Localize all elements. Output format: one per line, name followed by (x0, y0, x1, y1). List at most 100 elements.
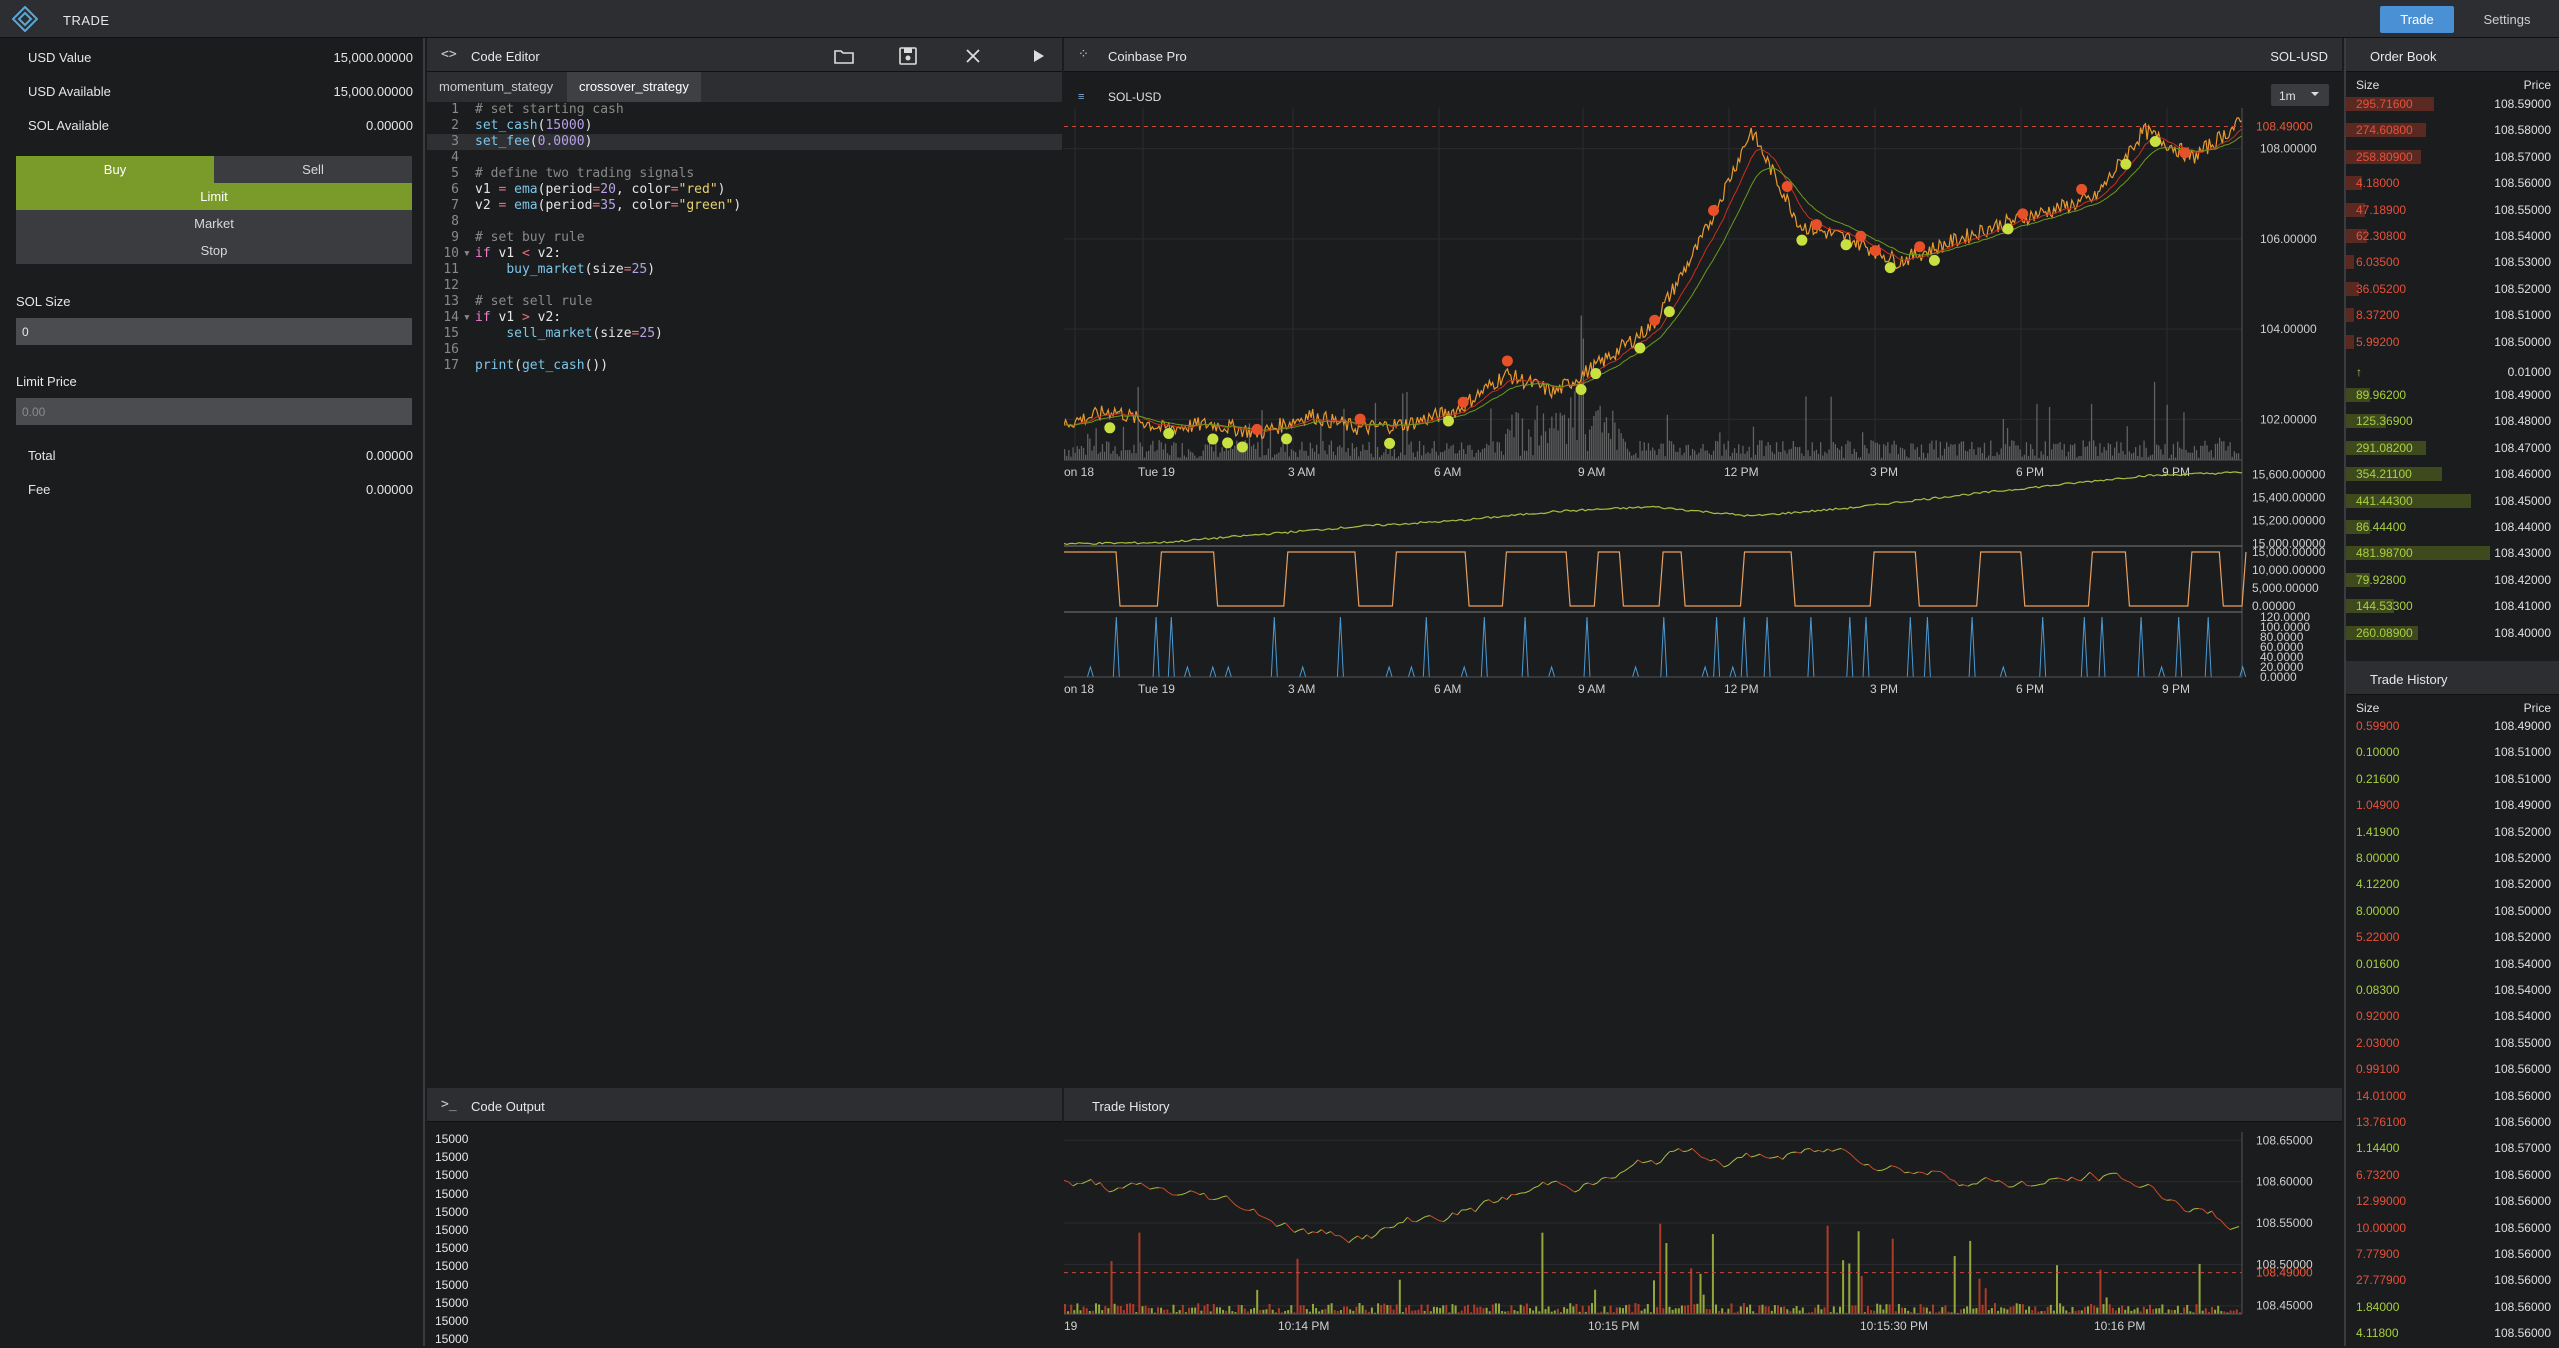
volume-bar (1385, 449, 1386, 460)
volume-bar (1081, 446, 1082, 460)
history-axis-tick: 108.65000 (2256, 1133, 2313, 1147)
app-title: TRADE (63, 13, 110, 28)
history-volume-bar (2174, 1310, 2176, 1314)
volume-bar (2196, 450, 2197, 460)
history-volume-bar (1644, 1309, 1646, 1314)
order-type-limit[interactable]: Limit (16, 183, 412, 210)
history-volume-bar (1833, 1306, 1835, 1314)
order-type-stop[interactable]: Stop (16, 237, 412, 264)
code-editor-panel: <> Code Editor momentum_stategy crossove… (427, 38, 1062, 1086)
open-folder-icon[interactable] (833, 46, 855, 66)
volume-bar (1975, 455, 1976, 460)
order-type-market[interactable]: Market (16, 210, 412, 237)
limit-price-input[interactable] (16, 398, 412, 425)
history-volume-bar (1982, 1305, 1984, 1314)
output-line: 15000 (435, 1239, 468, 1257)
history-volume-bar (1461, 1311, 1463, 1314)
history-volume-bar (1492, 1304, 1494, 1314)
history-volume-bar (1297, 1259, 1299, 1314)
file-tab-crossover[interactable]: crossover_strategy (567, 72, 701, 102)
volume-bar (1532, 455, 1533, 460)
volume-bar (1753, 427, 1754, 460)
history-price-segment (1670, 1151, 1675, 1152)
sell-button[interactable]: Sell (214, 156, 412, 183)
tab-settings[interactable]: Settings (2470, 6, 2544, 33)
history-volume-bar (1994, 1303, 1996, 1314)
price-value: 108.50000 (2494, 904, 2551, 918)
volume-bar (1681, 455, 1682, 460)
volume-bar (1866, 448, 1867, 460)
trade-history-chart[interactable]: 108.45000108.50000108.55000108.60000108.… (1064, 1122, 2342, 1346)
history-volume-bar (2106, 1297, 2108, 1314)
price-chart[interactable]: ≡ SOL-USD 1m 102.00000104.00000106.00000… (1064, 72, 2342, 1086)
history-volume-bar (1548, 1306, 1550, 1314)
volume-bar (1614, 422, 1615, 460)
volume-bar (2074, 444, 2075, 460)
tab-trade[interactable]: Trade (2380, 6, 2454, 33)
size-value: 4.18000 (2356, 176, 2399, 190)
history-volume-bar (1743, 1303, 1745, 1314)
volume-bar (1973, 449, 1974, 460)
file-tab-momentum[interactable]: momentum_stategy (427, 72, 565, 102)
volume-bar (1936, 440, 1937, 460)
sol-size-input[interactable] (16, 318, 412, 345)
history-volume-bar (1173, 1305, 1175, 1314)
output-line: 15000 (435, 1257, 468, 1275)
interval-dropdown[interactable]: 1m (2271, 84, 2329, 106)
close-icon[interactable] (962, 46, 984, 66)
buy-button[interactable]: Buy (16, 156, 214, 183)
volume-bar (1644, 442, 1645, 460)
volume-bar (1488, 445, 1489, 460)
save-icon[interactable] (897, 46, 919, 66)
history-price-segment (1683, 1151, 1688, 1152)
volume-bar (1492, 441, 1493, 460)
volume-bar (2194, 446, 2195, 460)
run-icon[interactable] (1027, 46, 1049, 66)
